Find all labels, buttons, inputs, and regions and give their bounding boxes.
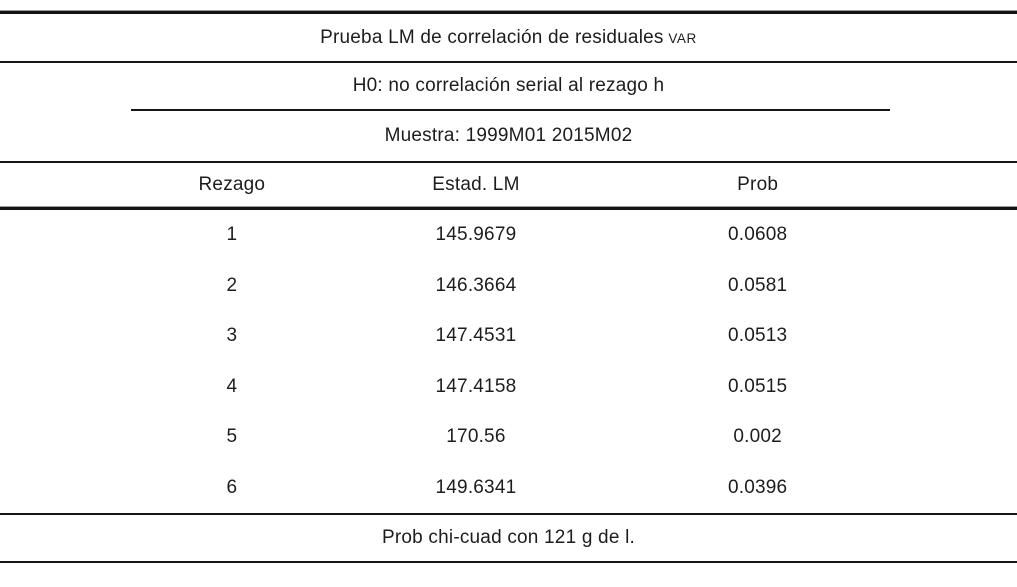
cell-lm-stat: 147.4158	[435, 375, 517, 397]
rule-below-title	[0, 61, 1017, 63]
top-rule	[0, 10, 1017, 14]
cell-lm-stat: 145.9679	[435, 224, 517, 246]
column-header-prob: Prob	[737, 173, 779, 195]
cell-lag: 5	[226, 426, 238, 448]
column-header-row: Rezago Estad. LM Prob	[0, 163, 1017, 206]
cell-lm-stat: 170.56	[446, 426, 506, 448]
bottom-rule	[0, 561, 1017, 563]
rule-below-header	[0, 206, 1017, 210]
cell-prob: 0.0515	[727, 375, 788, 397]
table-title: Prueba LM de correlación de residuales VA…	[0, 14, 1017, 61]
table-title-text: Prueba LM de correlación de residuales	[320, 26, 664, 48]
cell-lag: 1	[226, 224, 238, 246]
cell-lm-stat: 146.3664	[435, 274, 517, 296]
table-row: 1 145.9679 0.0608	[0, 210, 1017, 261]
table-row: 2 146.3664 0.0581	[0, 261, 1017, 312]
table-row: 3 147.4531 0.0513	[0, 311, 1017, 362]
null-hypothesis: H0: no correlación serial al rezago h	[0, 63, 1017, 109]
sample-range: Muestra: 1999M01 2015M02	[0, 111, 1017, 161]
lm-test-table: Prueba LM de correlación de residuales VA…	[0, 10, 1017, 563]
cell-lm-stat: 147.4531	[435, 325, 517, 347]
cell-lag: 4	[226, 375, 238, 397]
null-hypothesis-text: H0: no correlación serial al rezago h	[352, 75, 665, 96]
table-footnote: Prob chi-cuad con 121 g de l.	[0, 515, 1017, 561]
column-header-lag: Rezago	[198, 173, 266, 195]
cell-prob: 0.0396	[727, 476, 788, 498]
table-footnote-text: Prob chi-cuad con 121 g de l.	[382, 527, 635, 548]
table-row: 5 170.56 0.002	[0, 412, 1017, 463]
cell-prob: 0.0608	[727, 224, 788, 246]
table-row: 4 147.4158 0.0515	[0, 362, 1017, 413]
cell-prob: 0.0513	[727, 325, 788, 347]
rule-above-footnote	[0, 513, 1017, 515]
table-title-var-smallcaps: VAR	[668, 30, 697, 46]
sample-range-text: Muestra: 1999M01 2015M02	[384, 125, 633, 146]
column-header-lm-stat: Estad. LM	[432, 173, 520, 195]
cell-lag: 2	[226, 274, 238, 296]
rule-above-header	[0, 161, 1017, 163]
cell-lm-stat: 149.6341	[435, 476, 517, 498]
cell-prob: 0.0581	[727, 274, 788, 296]
cell-lag: 3	[226, 325, 238, 347]
cell-lag: 6	[226, 476, 238, 498]
cell-prob: 0.002	[733, 426, 782, 448]
table-row: 6 149.6341 0.0396	[0, 463, 1017, 514]
rule-below-hypothesis	[131, 109, 890, 111]
